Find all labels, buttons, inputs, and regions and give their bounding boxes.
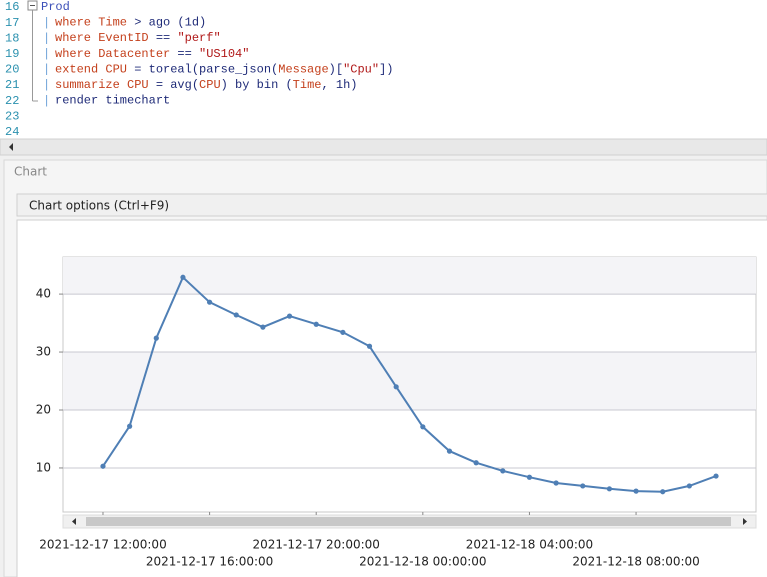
code-token: == — [170, 47, 199, 61]
x-tick-label: 2021-12-18 04:00:00 — [466, 538, 593, 552]
code-token: Time — [293, 78, 322, 92]
code-token: where Time — [55, 16, 127, 30]
point — [420, 424, 426, 430]
point — [127, 423, 133, 429]
code-token: summarize CPU — [55, 78, 149, 92]
code-token: , 1h) — [321, 78, 357, 92]
point — [686, 483, 692, 489]
editor — [0, 0, 767, 140]
pipe: | — [43, 47, 50, 61]
code-token: where Datacenter — [55, 47, 170, 61]
code-token: = toreal(parse_json( — [127, 63, 278, 77]
point — [153, 335, 159, 341]
y-tick-label: 20 — [36, 403, 51, 417]
point — [553, 480, 559, 486]
code-token: extend CPU — [55, 63, 127, 77]
line-number: 22 — [5, 94, 19, 108]
line-number: 19 — [5, 47, 19, 61]
code-token: = avg( — [149, 78, 199, 92]
point — [473, 460, 479, 466]
point — [526, 474, 533, 480]
code-token: )[ — [329, 63, 343, 77]
point — [446, 448, 453, 454]
code-token: where EventID — [55, 31, 149, 45]
code-token: Prod — [41, 0, 70, 14]
point — [340, 329, 346, 335]
point — [233, 312, 239, 318]
panel-title: Chart — [14, 165, 47, 179]
code-line: Prod — [41, 0, 70, 14]
point — [580, 483, 586, 489]
options-label: Chart options (Ctrl+F9) — [29, 199, 169, 213]
code-line: where Datacenter == "US104" — [55, 47, 249, 61]
pipe: | — [43, 94, 50, 108]
line-number: 17 — [5, 16, 19, 30]
code-token: "perf" — [177, 31, 220, 45]
scroll-thumb[interactable] — [86, 517, 731, 526]
x-tick-label: 2021-12-18 00:00:00 — [359, 555, 486, 569]
point — [500, 468, 506, 474]
point — [713, 473, 719, 479]
x-tick-label: 2021-12-18 08:00:00 — [572, 555, 699, 569]
code-line: summarize CPU = avg(CPU) by bin (Time, 1… — [55, 78, 358, 92]
line-number: 16 — [5, 0, 19, 14]
line-number: 18 — [5, 31, 19, 45]
code-line: render timechart — [55, 94, 170, 108]
code-token: ]) — [379, 63, 393, 77]
y-tick-label: 30 — [36, 345, 51, 359]
x-tick-label: 2021-12-17 20:00:00 — [252, 538, 379, 552]
series-line — [102, 275, 717, 493]
line-number: 23 — [5, 109, 19, 123]
code-token: CPU — [199, 78, 221, 92]
code-line: where EventID == "perf" — [55, 31, 221, 45]
point — [286, 313, 293, 319]
x-tick-label: 2021-12-17 12:00:00 — [39, 538, 166, 552]
pipe: | — [43, 63, 50, 77]
y-tick-label: 40 — [36, 287, 51, 301]
code-token: Message — [278, 63, 328, 77]
code-token: render timechart — [55, 94, 170, 108]
code-token: "Cpu" — [343, 63, 379, 77]
code-line: where Time > ago (1d) — [55, 16, 206, 30]
point — [633, 488, 639, 494]
y-tick-label: 10 — [36, 460, 51, 474]
point — [180, 274, 186, 280]
line-number: 20 — [5, 63, 19, 77]
scroll-left[interactable] — [9, 143, 13, 151]
scroll-left[interactable] — [72, 518, 76, 525]
scroll-right[interactable] — [743, 518, 747, 525]
editor-scrollbar[interactable] — [0, 138, 767, 156]
point — [660, 489, 666, 495]
point — [206, 299, 213, 305]
code-token: ) by bin ( — [221, 78, 293, 92]
line-number: 24 — [5, 125, 19, 139]
point — [260, 324, 266, 330]
point — [100, 463, 106, 469]
point — [606, 486, 613, 492]
code-token: == — [149, 31, 178, 45]
options-button[interactable] — [16, 193, 767, 217]
code-token: > ago (1d) — [127, 16, 206, 30]
point — [366, 343, 373, 349]
code-line: extend CPU = toreal(parse_json(Message)[… — [55, 63, 394, 77]
line-number: 21 — [5, 78, 19, 92]
pipe: | — [43, 16, 50, 30]
pipe: | — [43, 31, 50, 45]
pipe: | — [43, 78, 50, 92]
point — [313, 321, 319, 327]
x-tick-label: 2021-12-17 16:00:00 — [146, 555, 273, 569]
point — [393, 384, 399, 390]
code-token: "US104" — [199, 47, 249, 61]
grid-band — [63, 257, 756, 295]
grid-band — [63, 352, 756, 410]
